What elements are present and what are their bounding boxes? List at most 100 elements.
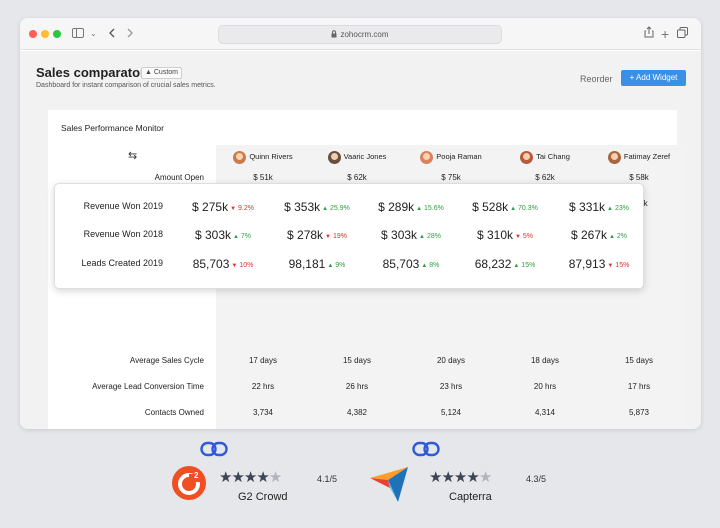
star-icon: ★: [453, 469, 467, 486]
arrow-down-icon: ▼: [607, 263, 614, 269]
metric-cell: $ 331k ▲ 23%: [552, 198, 646, 216]
arrow-up-icon: ▲: [322, 206, 329, 212]
minimize-window-button[interactable]: [41, 30, 49, 38]
arrow-up-icon: ▲: [510, 206, 517, 212]
arrow-up-icon: ▲: [327, 263, 334, 269]
row-label: Contacts Owned: [144, 408, 204, 417]
metric-cell: 85,703 ▼ 10%: [176, 255, 270, 273]
sidebar-icon[interactable]: [72, 26, 84, 42]
arrow-down-icon: ▼: [231, 263, 238, 269]
url-bar[interactable]: zohocrm.com: [218, 25, 502, 44]
metric-value: $ 278k: [287, 228, 324, 242]
arrow-up-icon: ▲: [607, 206, 613, 212]
metric-cell: 18 days: [530, 356, 560, 365]
star-icon: ★: [429, 469, 442, 486]
rep-header[interactable]: Tai Chang: [498, 150, 592, 164]
rep-header[interactable]: Pooja Raman: [404, 150, 498, 164]
svg-text:2: 2: [194, 471, 199, 480]
metric-cell: 68,232 ▲ 15%: [458, 255, 552, 273]
forward-arrow-icon[interactable]: [126, 26, 134, 42]
metric-value: 85,703: [382, 257, 420, 271]
capterra-score: 4.3/5: [526, 474, 547, 484]
metric-cell: $ 303k ▲ 7%: [176, 226, 270, 244]
metric-value: $ 331k: [569, 200, 606, 214]
metric-value: $ 267k: [570, 228, 607, 242]
metric-cell: $ 62k: [535, 173, 555, 182]
delta-value: 10%: [239, 262, 254, 269]
g2-score: 4.1/5: [317, 474, 338, 484]
rep-header[interactable]: Quinn Rivers: [216, 150, 310, 164]
browser-toolbar: ⌄ zohocrm.com +: [20, 18, 701, 50]
lock-icon: [331, 30, 337, 38]
metric-value: 68,232: [474, 257, 512, 271]
metric-value: $ 289k: [378, 200, 415, 214]
metric-value: $ 303k: [194, 228, 231, 242]
trend-up-indicator: ▲ 15%: [513, 262, 535, 269]
metric-cell: 23 hrs: [439, 382, 463, 391]
trend-down-indicator: ▼ 5%: [515, 233, 533, 240]
row-label: Average Lead Conversion Time: [92, 382, 204, 391]
metric-cell: $ 528k ▲ 70.3%: [458, 198, 552, 216]
row-label: Amount Open: [154, 173, 204, 182]
delta-value: 15%: [521, 262, 536, 269]
trend-up-indicator: ▲ 23%: [607, 205, 629, 212]
metric-cell: 5,124: [440, 408, 462, 417]
metric-cell: $ 278k ▼ 19%: [270, 226, 364, 244]
card-title: Sales Performance Monitor: [61, 123, 164, 133]
trend-up-indicator: ▲ 70.3%: [510, 205, 538, 212]
new-tab-icon[interactable]: +: [661, 26, 670, 42]
metric-cell: 85,703 ▲ 8%: [364, 255, 458, 273]
trend-up-indicator: ▲ 9%: [327, 262, 345, 269]
reorder-button[interactable]: Reorder: [580, 74, 613, 84]
page-title: Sales comparator: [36, 65, 146, 80]
g2-logo: 2: [172, 466, 206, 500]
metric-cell: $ 62k: [347, 173, 367, 182]
row-label: Leads Created 2019: [81, 258, 163, 268]
chevron-down-icon[interactable]: ⌄: [90, 29, 97, 38]
delta-value: 2%: [616, 233, 628, 240]
g2-rating-stars: ★★★★★: [219, 468, 282, 486]
metric-cell: 15 days: [624, 356, 654, 365]
url-text: zohocrm.com: [340, 30, 389, 39]
metric-value: $ 528k: [472, 200, 509, 214]
tabs-overview-icon[interactable]: [677, 26, 688, 42]
metric-cell: $ 289k ▲ 15.6%: [364, 198, 458, 216]
metric-value: $ 310k: [476, 228, 513, 242]
row-label: Average Sales Cycle: [129, 356, 204, 365]
avatar: [420, 150, 434, 164]
delta-value: 7%: [240, 233, 252, 240]
trend-up-indicator: ▲ 8%: [421, 262, 439, 269]
trend-up-indicator: ▲ 2%: [609, 233, 627, 240]
share-icon[interactable]: [644, 26, 654, 42]
avatar: [327, 150, 341, 164]
metric-cell: 20 hrs: [533, 382, 557, 391]
metric-cell: 17 hrs: [627, 382, 651, 391]
highlighted-metrics-panel: Revenue Won 2019 $ 275k ▼ 9.2% $ 353k ▲ 25.9…: [54, 183, 644, 289]
trend-down-indicator: ▼ 19%: [325, 233, 347, 240]
capterra-logo: [370, 467, 408, 502]
delta-value: 5%: [522, 233, 534, 240]
star-icon: ★: [256, 469, 269, 486]
rep-header[interactable]: Vaaric Jones: [310, 150, 404, 164]
metric-cell: $ 310k ▼ 5%: [458, 226, 552, 244]
metric-cell: 4,314: [534, 408, 556, 417]
star-icon: ★: [231, 469, 244, 486]
trend-up-indicator: ▲ 15.6%: [416, 205, 444, 212]
back-arrow-icon[interactable]: [108, 26, 116, 42]
metric-value: 98,181: [288, 257, 326, 271]
add-widget-button[interactable]: + Add Widget: [621, 70, 686, 86]
close-window-button[interactable]: [29, 30, 37, 38]
metric-cell: $ 58k: [629, 173, 649, 182]
rep-name: Fatimay Zeref: [623, 152, 671, 161]
delta-value: 28%: [426, 233, 441, 240]
rep-name: Vaaric Jones: [343, 152, 387, 161]
swap-icon[interactable]: ⇆: [128, 150, 138, 162]
rep-header[interactable]: Fatimay Zeref: [592, 150, 686, 164]
delta-value: 9%: [335, 262, 346, 269]
metric-cell: 5,873: [628, 408, 650, 417]
metric-cell: 20 days: [436, 356, 466, 365]
metric-value: $ 353k: [284, 200, 321, 214]
custom-badge: ▲ Custom: [141, 67, 182, 79]
zoom-window-button[interactable]: [53, 30, 61, 38]
star-icon: ★: [466, 469, 479, 486]
